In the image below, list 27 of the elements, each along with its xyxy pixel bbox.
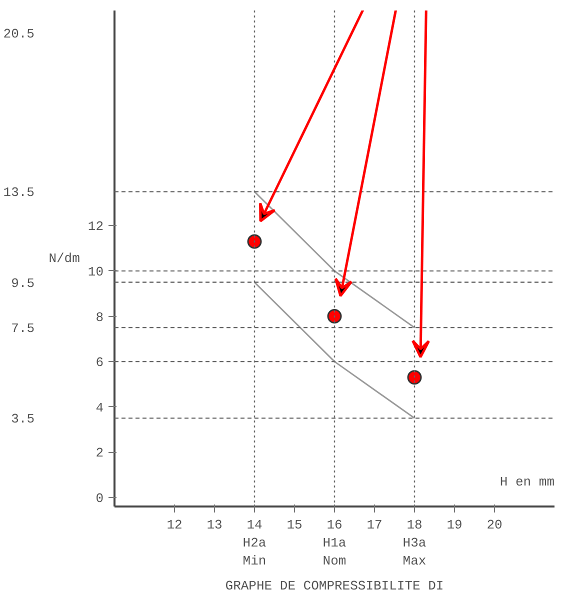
y2-tick-label: 3.5 bbox=[11, 412, 34, 427]
x-tick-label: 19 bbox=[446, 518, 462, 532]
x-tick-label: 18 H3a Max bbox=[402, 518, 426, 568]
x-tick-label: 17 bbox=[366, 518, 382, 532]
y2-tick-label: 20.5 bbox=[3, 26, 35, 42]
y-tick-label: 4 bbox=[96, 400, 104, 416]
y-axis-title: N/dm bbox=[48, 251, 80, 266]
point bbox=[247, 234, 262, 249]
y-tick-label: 10 bbox=[88, 264, 104, 280]
y-tick-label: 8 bbox=[96, 310, 104, 325]
y-tick-label: 6 bbox=[96, 355, 104, 370]
x-tick-label: 13 bbox=[206, 518, 222, 532]
y2-tick-label: 9.5 bbox=[11, 276, 34, 291]
x-tick-label: 15 bbox=[286, 518, 302, 532]
text: GRAPHE DE COMPRESSIBILITE DI bbox=[225, 578, 444, 594]
x-tick-label: 14 H2a Min bbox=[242, 518, 266, 568]
x-axis-title: H en mm bbox=[500, 474, 555, 490]
point bbox=[407, 370, 422, 385]
y-tick-label: 0 bbox=[96, 490, 104, 506]
x-tick-label: 12 bbox=[166, 518, 182, 532]
y2-tick-label: 7.5 bbox=[11, 321, 34, 336]
x-tick-label: 20 bbox=[486, 518, 502, 532]
point bbox=[327, 309, 342, 324]
y-tick-label: 2 bbox=[96, 446, 104, 461]
y2-tick-label: 13.5 bbox=[3, 185, 35, 200]
x-tick-label: 16 H1a Nom bbox=[322, 518, 346, 568]
y-tick-label: 12 bbox=[88, 219, 104, 234]
